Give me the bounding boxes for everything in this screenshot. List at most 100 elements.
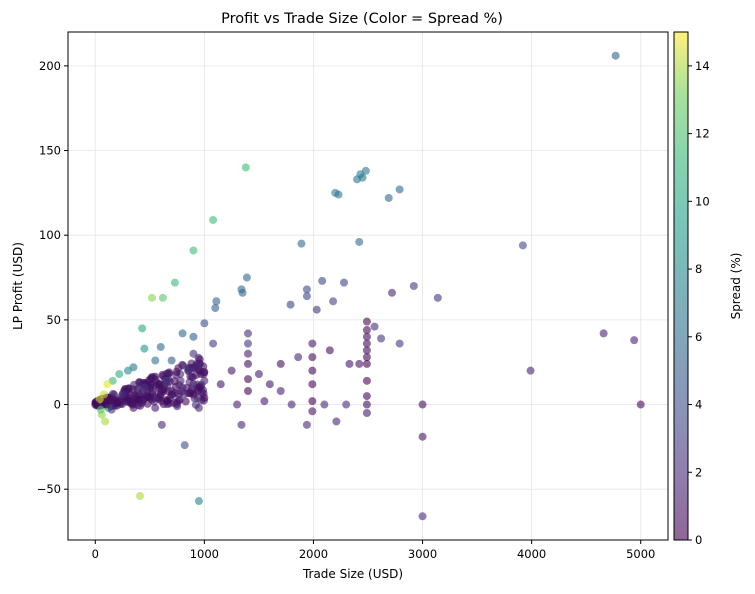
colorbar-tick-label: 8 <box>695 262 702 276</box>
data-point <box>335 191 343 199</box>
data-points <box>91 52 644 521</box>
data-point <box>135 395 143 403</box>
data-point <box>637 401 645 409</box>
data-point <box>244 340 252 348</box>
data-point <box>189 350 197 358</box>
data-point <box>326 346 334 354</box>
data-point <box>244 350 252 358</box>
data-point <box>371 323 379 331</box>
data-point <box>91 401 99 409</box>
chart-title: Profit vs Trade Size (Color = Spread %) <box>221 11 503 27</box>
data-point <box>419 512 427 520</box>
data-point <box>243 274 251 282</box>
data-point <box>171 279 179 287</box>
data-point <box>313 306 321 314</box>
data-point <box>200 394 208 402</box>
colorbar-label: Spread (%) <box>729 253 743 320</box>
x-axis-ticks: 0 1000 2000 3000 4000 5000 <box>92 540 656 561</box>
data-point <box>308 380 316 388</box>
data-point <box>157 390 165 398</box>
x-tick-label: 1000 <box>190 547 219 561</box>
data-point <box>287 301 295 309</box>
data-point <box>189 390 197 398</box>
colorbar: 02468101214 Spread (%) <box>674 32 743 547</box>
data-point <box>308 397 316 405</box>
data-point <box>159 294 167 302</box>
data-point <box>151 357 159 365</box>
data-point <box>244 329 252 337</box>
data-point <box>342 401 350 409</box>
data-point <box>355 238 363 246</box>
y-tick-label: 200 <box>39 59 61 73</box>
data-point <box>288 401 296 409</box>
data-point <box>138 324 146 332</box>
data-point <box>200 368 208 376</box>
data-point <box>158 397 166 405</box>
colorbar-ticks: 0 2 4 6 8 10 12 14 <box>688 59 710 547</box>
data-point <box>136 492 144 500</box>
data-point <box>108 406 116 414</box>
data-point <box>434 294 442 302</box>
data-point <box>266 380 274 388</box>
data-point <box>244 360 252 368</box>
data-point <box>146 394 154 402</box>
data-point <box>244 387 252 395</box>
data-point <box>363 318 371 326</box>
x-tick-label: 4000 <box>517 547 546 561</box>
data-point <box>396 185 404 193</box>
data-point <box>195 404 203 412</box>
data-point <box>345 360 353 368</box>
data-point <box>211 304 219 312</box>
data-point <box>297 240 305 248</box>
data-point <box>195 497 203 505</box>
data-point <box>189 333 197 341</box>
data-point <box>363 360 371 368</box>
data-point <box>140 345 148 353</box>
data-point <box>600 329 608 337</box>
data-point <box>148 373 156 381</box>
data-point <box>630 336 638 344</box>
colorbar-tick-label: 12 <box>695 127 710 141</box>
data-point <box>181 441 189 449</box>
colorbar-gradient <box>674 32 688 540</box>
plot-area-frame <box>68 32 668 540</box>
data-point <box>359 174 367 182</box>
y-tick-label: −50 <box>37 482 61 496</box>
data-point <box>329 297 337 305</box>
data-point <box>151 404 159 412</box>
x-tick-label: 0 <box>92 547 99 561</box>
chart-figure: Profit vs Trade Size (Color = Spread %) … <box>0 0 755 590</box>
data-point <box>168 387 176 395</box>
data-point <box>195 384 203 392</box>
data-point <box>157 343 165 351</box>
data-point <box>237 421 245 429</box>
grid-lines <box>68 32 668 540</box>
data-point <box>179 384 187 392</box>
data-point <box>103 380 111 388</box>
y-axis-ticks: −50 0 50 100 150 200 <box>37 59 68 496</box>
data-point <box>162 377 170 385</box>
data-point <box>179 329 187 337</box>
data-point <box>129 404 137 412</box>
colorbar-tick-label: 6 <box>695 330 702 344</box>
data-point <box>277 360 285 368</box>
data-point <box>115 370 123 378</box>
data-point <box>233 401 241 409</box>
x-axis-label: Trade Size (USD) <box>302 567 403 581</box>
data-point <box>242 163 250 171</box>
colorbar-tick-label: 0 <box>695 533 702 547</box>
data-point <box>200 319 208 327</box>
data-point <box>385 194 393 202</box>
data-point <box>419 433 427 441</box>
data-point <box>148 294 156 302</box>
data-point <box>200 377 208 385</box>
data-point <box>239 289 247 297</box>
scatter-chart: Profit vs Trade Size (Color = Spread %) … <box>0 0 755 590</box>
y-tick-label: 50 <box>46 313 61 327</box>
data-point <box>124 397 132 405</box>
data-point <box>171 377 179 385</box>
data-point <box>377 334 385 342</box>
data-point <box>612 52 620 60</box>
data-point <box>113 399 121 407</box>
data-point <box>217 380 225 388</box>
